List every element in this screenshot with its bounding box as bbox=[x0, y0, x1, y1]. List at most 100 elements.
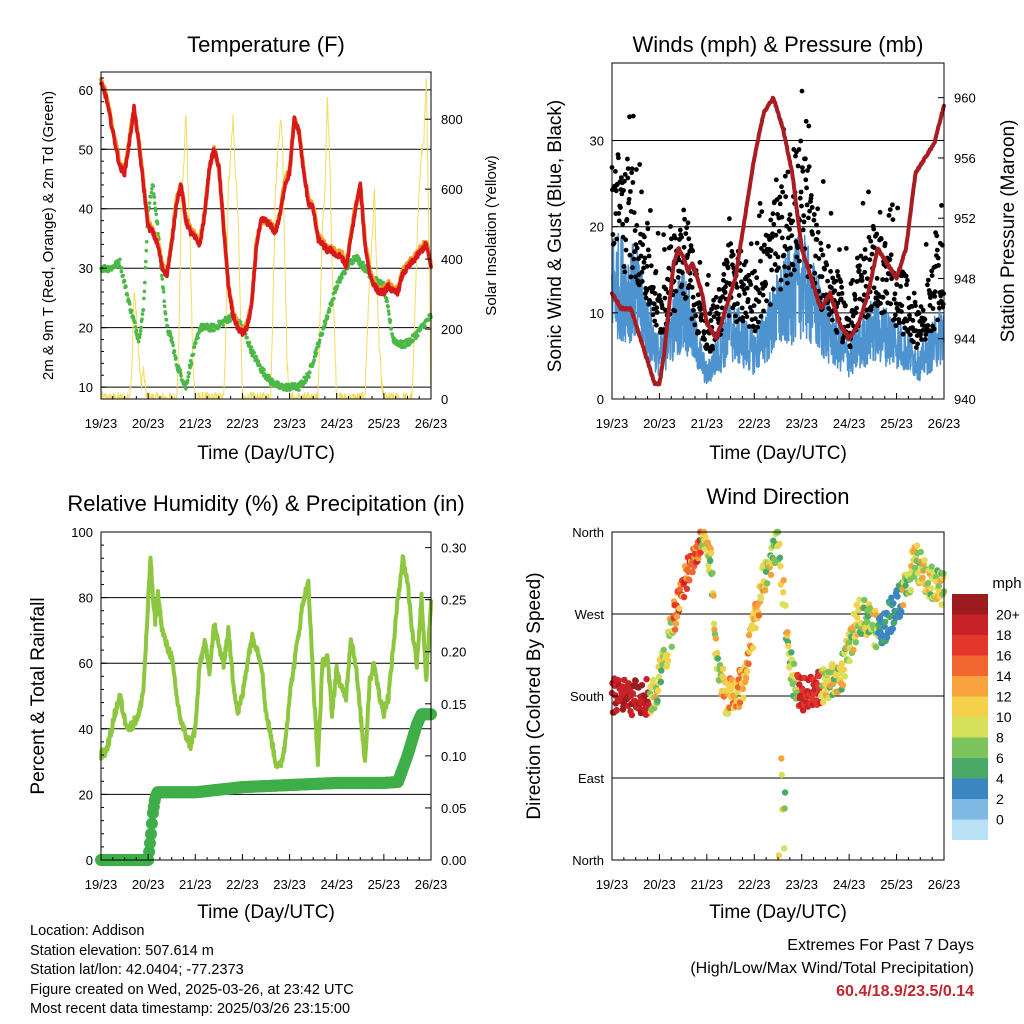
gust-point bbox=[616, 218, 622, 224]
dewpoint-point bbox=[256, 359, 261, 364]
direction-point bbox=[864, 613, 872, 620]
gust-point bbox=[620, 221, 626, 227]
gust-point bbox=[740, 318, 746, 324]
gust-point bbox=[652, 318, 658, 324]
gust-point bbox=[787, 212, 793, 218]
gust-point bbox=[619, 175, 624, 181]
dewpoint-point bbox=[124, 284, 128, 289]
direction-point bbox=[852, 639, 859, 646]
gust-point bbox=[728, 241, 734, 247]
gust-point bbox=[783, 273, 789, 278]
gust-point bbox=[839, 284, 844, 290]
gust-point bbox=[812, 270, 818, 276]
gust-point bbox=[865, 313, 871, 318]
y-tick-label: 50 bbox=[79, 142, 93, 157]
direction-point bbox=[799, 707, 807, 714]
gust-point bbox=[611, 240, 617, 246]
dewpoint-point bbox=[388, 318, 393, 323]
direction-point bbox=[778, 771, 785, 779]
gust-point bbox=[803, 177, 809, 183]
dewpoint-point bbox=[194, 341, 198, 345]
y-tick-label: West bbox=[575, 607, 605, 622]
gust-point bbox=[799, 203, 804, 209]
gust-point bbox=[863, 255, 868, 261]
gust-point bbox=[755, 324, 760, 330]
temperature-grid bbox=[101, 89, 431, 388]
panel-temperature: Temperature (F) 10 20 30 40 50 60 19/23 20/23 21… bbox=[40, 32, 500, 464]
colorbar-label: 14 bbox=[996, 668, 1012, 684]
gust-point bbox=[843, 246, 849, 251]
direction-point bbox=[739, 685, 747, 692]
direction-point bbox=[776, 554, 784, 561]
gust-point bbox=[819, 274, 825, 280]
colorbar-swatch bbox=[952, 819, 988, 840]
direction-point bbox=[840, 666, 848, 673]
gust-point bbox=[862, 247, 868, 252]
gust-point bbox=[835, 300, 841, 306]
gust-point bbox=[896, 320, 902, 326]
dewpoint-point bbox=[312, 358, 316, 362]
temperature-y2label: Solar Insolation (Yellow) bbox=[483, 155, 500, 315]
gust-point bbox=[683, 294, 689, 300]
gust-point bbox=[715, 304, 720, 310]
dewpoint-point bbox=[247, 340, 252, 345]
x-tick-label: 23/23 bbox=[785, 416, 818, 431]
gust-point bbox=[894, 282, 900, 287]
gust-point bbox=[811, 212, 817, 217]
direction-point bbox=[736, 699, 744, 706]
gust-point bbox=[698, 317, 704, 323]
y-tick-label: North bbox=[572, 525, 604, 540]
dewpoint-point bbox=[200, 328, 204, 333]
gust-point bbox=[884, 277, 889, 283]
recent-timestamp: Most recent data timestamp: 2025/03/26 2… bbox=[30, 1001, 351, 1017]
gust-point bbox=[645, 247, 651, 253]
dewpoint-point bbox=[139, 325, 143, 330]
gust-point bbox=[935, 317, 941, 323]
gust-point bbox=[622, 269, 628, 275]
direction-point bbox=[873, 643, 880, 651]
dewpoint-point bbox=[326, 315, 330, 319]
gust-point bbox=[899, 309, 904, 314]
gust-point bbox=[736, 293, 742, 298]
dewpoint-point bbox=[307, 375, 311, 379]
extremes-box: Extremes For Past 7 Days (High/Low/Max W… bbox=[690, 934, 974, 1003]
gust-point bbox=[735, 301, 740, 307]
gust-point bbox=[689, 285, 695, 290]
y2-tick-label: 0.15 bbox=[441, 697, 466, 712]
x-tick-label: 19/23 bbox=[85, 877, 118, 892]
gust-point bbox=[623, 247, 629, 253]
y-tick-label: 0 bbox=[597, 392, 604, 407]
gust-point bbox=[843, 303, 848, 308]
x-tick-label: 25/23 bbox=[880, 416, 913, 431]
gust-point bbox=[621, 188, 626, 193]
direction-point bbox=[672, 620, 680, 627]
gust-point bbox=[911, 290, 917, 296]
direction-point bbox=[664, 657, 672, 665]
humidity-ylabel: Percent & Total Rainfall bbox=[28, 597, 49, 794]
gust-point bbox=[681, 244, 687, 250]
y2-tick-label: 0.25 bbox=[441, 593, 466, 608]
gust-point bbox=[630, 113, 636, 119]
gust-point bbox=[788, 245, 793, 251]
dewpoint-point bbox=[334, 287, 339, 291]
gust-point bbox=[723, 284, 728, 290]
dewpoint-point bbox=[143, 265, 148, 270]
dewpoint-point bbox=[161, 290, 166, 294]
gust-point bbox=[727, 216, 732, 222]
gust-point bbox=[898, 284, 903, 289]
gust-point bbox=[632, 228, 638, 234]
gust-point bbox=[707, 311, 713, 316]
x-tick-label: 23/23 bbox=[785, 877, 818, 892]
gust-point bbox=[780, 189, 786, 195]
dewpoint-point bbox=[150, 186, 154, 191]
gust-point bbox=[746, 272, 751, 278]
winds-title: Winds (mph) & Pressure (mb) bbox=[633, 32, 924, 57]
gust-point bbox=[751, 303, 757, 308]
direction-point bbox=[673, 613, 681, 620]
gust-point bbox=[761, 308, 766, 314]
gust-point bbox=[813, 253, 818, 259]
direction-point bbox=[689, 568, 696, 576]
gust-point bbox=[932, 294, 938, 299]
gust-point bbox=[768, 302, 773, 307]
gust-point bbox=[786, 265, 792, 271]
